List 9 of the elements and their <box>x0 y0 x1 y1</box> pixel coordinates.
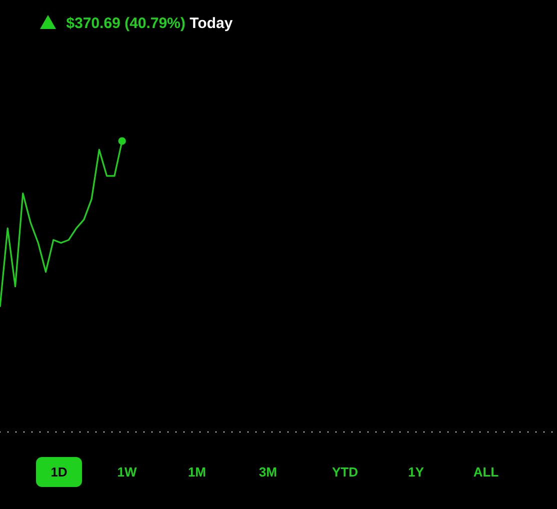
text: 1D <box>52 468 67 476</box>
text: 1Y <box>408 468 424 476</box>
text: YTD <box>332 468 358 476</box>
chart-title: $370.69 (40.79%) <box>66 16 185 32</box>
chart-subtitle: Today <box>190 17 233 32</box>
text: ALL <box>474 468 498 476</box>
text: 1W <box>118 468 137 476</box>
text: 3M <box>259 467 276 477</box>
text: 1M <box>188 468 206 476</box>
